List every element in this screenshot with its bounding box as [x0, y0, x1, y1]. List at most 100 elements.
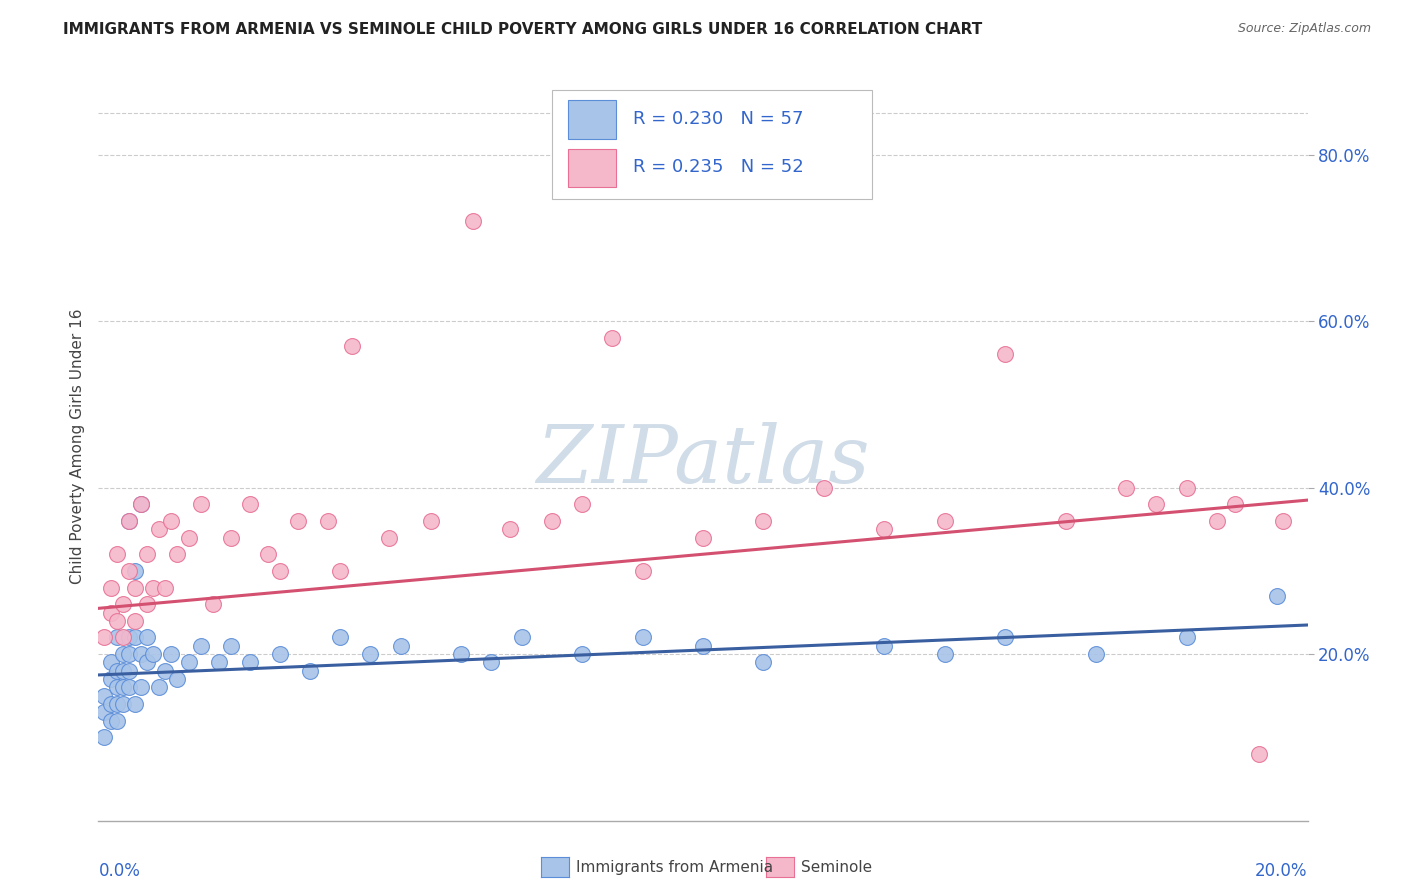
Point: [813, 481, 835, 495]
Point: [1085, 647, 1108, 661]
Point: [481, 656, 503, 670]
Point: [100, 672, 122, 686]
Point: [631, 631, 654, 645]
Point: [118, 514, 141, 528]
Point: [934, 514, 956, 528]
Point: [602, 331, 624, 345]
Point: [1249, 747, 1271, 761]
Point: [129, 681, 152, 695]
Point: [111, 681, 134, 695]
Point: [166, 547, 188, 561]
Point: [129, 497, 152, 511]
Point: [239, 497, 262, 511]
Point: [1175, 481, 1198, 495]
Point: [118, 514, 141, 528]
Point: [148, 681, 170, 695]
Point: [873, 522, 896, 536]
Point: [377, 531, 399, 545]
Text: 0.0%: 0.0%: [98, 862, 141, 880]
Point: [118, 681, 141, 695]
Point: [100, 714, 122, 728]
Point: [166, 672, 188, 686]
Point: [239, 656, 262, 670]
Point: [540, 514, 562, 528]
Point: [287, 514, 309, 528]
Point: [316, 514, 339, 528]
Point: [111, 631, 134, 645]
Text: 20.0%: 20.0%: [1256, 862, 1308, 880]
Y-axis label: Child Poverty Among Girls Under 16: Child Poverty Among Girls Under 16: [69, 309, 84, 583]
Point: [111, 597, 134, 611]
Point: [221, 531, 243, 545]
Point: [105, 664, 128, 678]
Text: IMMIGRANTS FROM ARMENIA VS SEMINOLE CHILD POVERTY AMONG GIRLS UNDER 16 CORRELATI: IMMIGRANTS FROM ARMENIA VS SEMINOLE CHIL…: [63, 22, 983, 37]
Point: [631, 564, 654, 578]
Point: [1175, 631, 1198, 645]
Text: R = 0.235   N = 52: R = 0.235 N = 52: [633, 158, 804, 177]
Point: [329, 564, 352, 578]
Point: [118, 564, 141, 578]
Point: [994, 631, 1017, 645]
Point: [571, 497, 593, 511]
Point: [692, 639, 714, 653]
Point: [93, 731, 115, 745]
Point: [752, 656, 775, 670]
Text: Seminole: Seminole: [801, 860, 873, 874]
Point: [118, 631, 141, 645]
Point: [342, 339, 364, 353]
Point: [129, 647, 152, 661]
Point: [1223, 497, 1246, 511]
Point: [1272, 514, 1295, 528]
Point: [752, 514, 775, 528]
Point: [142, 581, 165, 595]
Point: [124, 697, 146, 711]
Point: [299, 664, 322, 678]
Point: [221, 639, 243, 653]
Point: [463, 214, 485, 228]
Point: [105, 681, 128, 695]
Text: Immigrants from Armenia: Immigrants from Armenia: [576, 860, 773, 874]
Point: [111, 647, 134, 661]
Point: [105, 614, 128, 628]
Point: [105, 697, 128, 711]
Point: [510, 631, 533, 645]
Point: [124, 614, 146, 628]
Point: [389, 639, 412, 653]
Point: [153, 581, 176, 595]
Point: [1206, 514, 1229, 528]
Point: [202, 597, 225, 611]
Point: [1144, 497, 1167, 511]
Point: [135, 656, 157, 670]
Point: [135, 631, 157, 645]
Point: [160, 647, 183, 661]
Point: [269, 564, 291, 578]
Point: [994, 347, 1017, 361]
Point: [93, 689, 115, 703]
Point: [100, 697, 122, 711]
Point: [135, 547, 157, 561]
Point: [105, 547, 128, 561]
Point: [100, 581, 122, 595]
Point: [934, 647, 956, 661]
FancyBboxPatch shape: [551, 90, 872, 199]
Point: [105, 714, 128, 728]
Point: [1267, 589, 1289, 603]
Text: Source: ZipAtlas.com: Source: ZipAtlas.com: [1237, 22, 1371, 36]
Point: [148, 522, 170, 536]
Point: [100, 606, 122, 620]
Point: [692, 531, 714, 545]
Point: [105, 631, 128, 645]
Point: [160, 514, 183, 528]
Point: [111, 664, 134, 678]
Point: [256, 547, 278, 561]
Text: R = 0.230   N = 57: R = 0.230 N = 57: [633, 110, 803, 128]
Point: [153, 664, 176, 678]
Point: [179, 656, 201, 670]
Point: [124, 631, 146, 645]
Point: [93, 706, 115, 720]
Point: [100, 656, 122, 670]
Point: [124, 564, 146, 578]
Point: [93, 631, 115, 645]
Point: [135, 597, 157, 611]
Point: [269, 647, 291, 661]
